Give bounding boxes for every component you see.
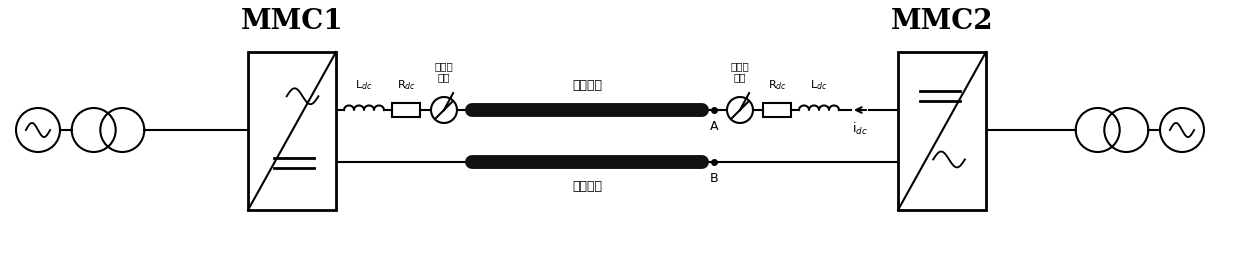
Text: i$_{dc}$: i$_{dc}$ <box>852 121 868 137</box>
Bar <box>898 52 986 210</box>
Bar <box>763 103 791 117</box>
Text: R$_{dc}$: R$_{dc}$ <box>397 78 415 92</box>
Text: R$_{dc}$: R$_{dc}$ <box>768 78 786 92</box>
Text: 直流断
路器: 直流断 路器 <box>435 61 454 82</box>
Text: MMC1: MMC1 <box>241 8 343 35</box>
Text: L$_{dc}$: L$_{dc}$ <box>356 78 373 92</box>
Text: A: A <box>709 120 718 133</box>
Text: 直流电缆: 直流电缆 <box>572 180 601 193</box>
Text: L$_{dc}$: L$_{dc}$ <box>810 78 828 92</box>
Bar <box>392 103 420 117</box>
Text: B: B <box>709 172 718 185</box>
Text: 直流电缆: 直流电缆 <box>572 79 601 92</box>
Text: MMC2: MMC2 <box>890 8 993 35</box>
Bar <box>248 52 336 210</box>
Text: 直流断
路器: 直流断 路器 <box>730 61 749 82</box>
